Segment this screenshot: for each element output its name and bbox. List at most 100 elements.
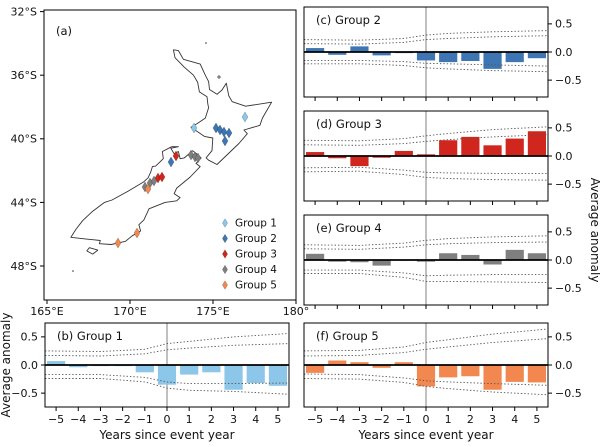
- anomaly-bar: [439, 52, 458, 63]
- confidence-band-line: [303, 373, 549, 386]
- y-tick-label: 0.5: [555, 122, 573, 135]
- panel-f: [303, 322, 552, 411]
- anomaly-bar: [483, 260, 502, 265]
- site-marker-group5: [114, 237, 122, 249]
- panel-title: (c) Group 2: [316, 13, 381, 27]
- legend-marker-group1: [222, 218, 228, 228]
- anomaly-bar: [350, 260, 369, 263]
- confidence-band-line: [303, 134, 549, 146]
- confidence-band-line: [44, 343, 290, 357]
- legend-marker-group3: [222, 249, 228, 259]
- anomaly-bar: [180, 365, 199, 375]
- panel-c: [303, 6, 552, 101]
- anomaly-bar: [372, 52, 391, 56]
- map-frame: [43, 9, 297, 301]
- map-lat-tick-label: 36°S: [11, 69, 37, 82]
- confidence-band-line: [303, 241, 549, 250]
- anomaly-bar: [439, 253, 458, 260]
- site-marker-group5: [133, 227, 141, 239]
- map-lon-tick-label: 180°: [283, 305, 310, 318]
- anomaly-bar: [394, 362, 413, 365]
- anomaly-bar: [328, 360, 347, 365]
- confidence-band-line: [304, 269, 548, 277]
- y-tick-label: 0.0: [555, 359, 573, 372]
- y-axis-title-right: Average anomaly: [588, 178, 600, 283]
- anomaly-bar: [372, 365, 391, 368]
- confidence-band-line: [303, 126, 549, 142]
- anomaly-bar: [350, 156, 369, 167]
- map-lon-tick-label: 170°E: [113, 305, 146, 318]
- x-tick-label: 3: [489, 413, 496, 426]
- x-tick-label: 5: [274, 413, 281, 426]
- anomaly-bar: [461, 136, 480, 156]
- nz-coastline-stewart-island: [86, 247, 99, 255]
- y-tick-label: 0.0: [555, 46, 573, 59]
- confidence-band-line: [45, 378, 290, 395]
- confidence-band-line: [44, 333, 290, 352]
- y-tick-label: 0.5: [21, 331, 39, 344]
- anomaly-bar: [46, 361, 66, 365]
- panel-e: [303, 214, 552, 309]
- anomaly-bar: [527, 253, 547, 260]
- map-lat-tick-label: 32°S: [11, 5, 37, 18]
- anomaly-bar: [461, 52, 480, 61]
- anomaly-bar: [157, 365, 177, 385]
- site-marker-group1: [241, 111, 249, 123]
- y-tick-label: −0.5: [555, 282, 582, 295]
- x-tick-label: −5: [48, 413, 64, 426]
- anomaly-bar: [305, 253, 325, 260]
- confidence-band-line: [303, 328, 549, 352]
- confidence-band-line: [304, 63, 549, 73]
- anomaly-bar: [505, 52, 524, 63]
- anomaly-bar: [483, 145, 502, 156]
- x-tick-label: −1: [137, 413, 153, 426]
- anomaly-bar: [416, 52, 436, 61]
- legend-label-group4: Group 4: [235, 264, 277, 276]
- anomaly-bar: [328, 156, 347, 159]
- panel-title: (b) Group 1: [57, 329, 123, 343]
- anomaly-bar: [135, 365, 154, 373]
- map-lat-tick-label: 44°S: [11, 196, 37, 209]
- confidence-band-line: [303, 235, 549, 246]
- x-tick-label: 2: [467, 413, 474, 426]
- x-tick-label: −5: [307, 413, 323, 426]
- site-marker-group4: [194, 152, 202, 164]
- x-tick-label: 3: [230, 413, 237, 426]
- map-lat-tick-label: 48°S: [11, 260, 37, 273]
- anomaly-bar: [461, 365, 480, 377]
- panel-title: (e) Group 4: [316, 221, 382, 235]
- anomaly-bar: [483, 365, 502, 390]
- confidence-band-line: [303, 338, 549, 357]
- x-tick-label: −4: [70, 413, 86, 426]
- anomaly-bar: [439, 140, 458, 156]
- x-tick-label: 1: [445, 413, 452, 426]
- small-island: [72, 270, 74, 272]
- anomaly-bar: [527, 52, 547, 59]
- anomaly-bar: [305, 48, 325, 52]
- panel-title: (f) Group 5: [316, 329, 379, 343]
- site-marker-group3: [172, 150, 180, 162]
- panel-b: [41, 322, 290, 411]
- confidence-band-line: [304, 59, 549, 67]
- y-tick-label: 0.5: [555, 331, 573, 344]
- anomaly-bar: [350, 46, 369, 52]
- confidence-band-line: [303, 166, 548, 174]
- y-tick-label: 0.0: [21, 359, 39, 372]
- legend-marker-group2: [222, 233, 228, 244]
- anomaly-bar: [527, 131, 547, 156]
- map-lon-tick-label: 165°E: [30, 305, 63, 318]
- x-tick-label: −4: [329, 413, 345, 426]
- x-axis-title: Years since event year: [357, 428, 493, 442]
- x-tick-label: −3: [351, 413, 367, 426]
- anomaly-bar: [350, 362, 369, 365]
- map-lon-tick-label: 175°E: [196, 305, 229, 318]
- y-tick-label: 0.5: [555, 226, 573, 239]
- panel-title: (d) Group 3: [316, 117, 382, 131]
- confidence-band-line: [303, 170, 549, 181]
- nz-coastline-north-island: [172, 49, 273, 165]
- site-marker-group2: [225, 127, 233, 139]
- legend-marker-group5: [222, 280, 228, 290]
- anomaly-bar: [305, 365, 325, 373]
